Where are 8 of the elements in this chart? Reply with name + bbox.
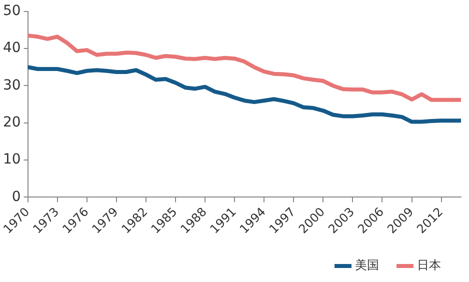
y-tick-label: 10 — [2, 152, 21, 168]
y-tick-label: 50 — [2, 3, 21, 20]
y-tick-label: 40 — [2, 40, 21, 56]
y-tick-label: 0 — [12, 188, 21, 205]
y-tick-label: 30 — [2, 77, 21, 94]
legend-label: 日本 — [417, 258, 441, 272]
y-tick-label: 20 — [2, 114, 21, 131]
legend-label: 美国 — [355, 258, 379, 272]
